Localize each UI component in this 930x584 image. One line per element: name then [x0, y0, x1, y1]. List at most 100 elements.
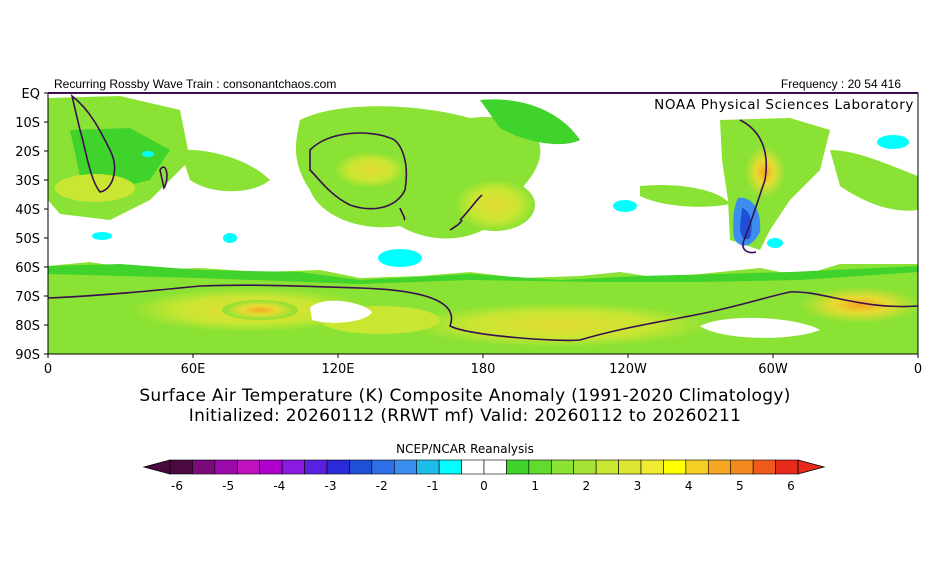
africa-warm: [55, 174, 135, 202]
lon-label: 120E: [321, 362, 354, 377]
colorbar-swatch: [506, 459, 530, 475]
colorbar-swatch: [236, 459, 261, 475]
colorbar-swatch: [483, 459, 507, 475]
cyan-patch-7: [767, 238, 783, 248]
colorbar-tick-label: -4: [273, 479, 285, 493]
colorbar-swatch: [752, 459, 776, 475]
south-america-coast: [739, 119, 767, 254]
colorbar: -6 -5 -4 -3 -2 -1 0 1 2 3 4 5 6: [142, 459, 826, 493]
colorbar-tick-label: 5: [736, 479, 744, 493]
lat-label: 50S: [15, 232, 40, 247]
colorbar-swatch: [393, 459, 418, 475]
colorbar-swatch: [528, 459, 552, 475]
lat-label: 90S: [15, 348, 40, 363]
lat-label: EQ: [22, 87, 40, 102]
lat-label: 70S: [15, 290, 40, 305]
source-label-bg: [622, 95, 916, 113]
patagonia-cold-core: [740, 208, 752, 240]
antarctic-neutral-hole-east: [700, 317, 820, 338]
colorbar-swatch: [192, 459, 216, 475]
lon-label: 60E: [181, 362, 206, 377]
cyan-patch-6: [142, 151, 154, 157]
antarctic-warm-core: [222, 300, 298, 320]
ross-sea-warm: [410, 303, 710, 347]
lat-label: 40S: [15, 203, 40, 218]
colorbar-swatch: [214, 459, 238, 475]
colorbar-swatch: [550, 459, 575, 475]
colorbar-swatch: [573, 459, 597, 475]
colorbar-swatch: [707, 459, 732, 475]
colorbar-tick-label: -5: [222, 479, 234, 493]
australia-coast: [309, 132, 408, 210]
lat-label: 10S: [15, 116, 40, 131]
colorbar-swatch: [371, 459, 395, 475]
colorbar-swatch: [326, 459, 350, 475]
colorbar-swatch: [618, 459, 642, 475]
colorbar-tick-label: -2: [376, 479, 388, 493]
cyan-patch-1: [378, 249, 422, 267]
colorbar-swatch: [349, 459, 373, 475]
colorbar-tick-label: 4: [685, 479, 693, 493]
colorbar-swatch: [416, 459, 440, 475]
colorbar-swatch: [169, 459, 193, 475]
cyan-patch-5: [223, 233, 237, 243]
colorbar-swatch: [259, 459, 283, 475]
colorbar-tick-label: 0: [480, 479, 488, 493]
colorbar-swatch: [438, 459, 462, 475]
indian-ocean-west-green: [180, 149, 270, 192]
source-label: NOAA Physical Sciences Laboratory: [654, 97, 914, 113]
cyan-patch-3: [877, 135, 909, 149]
southern-ocean-edge: [48, 264, 918, 284]
colorbar-swatch: [730, 459, 754, 475]
south-america-warm: [745, 146, 785, 198]
colorbar-swatch: [281, 459, 305, 475]
lon-label: 180: [471, 362, 496, 377]
lat-label: 30S: [15, 174, 40, 189]
colorbar-max-arrow: [797, 459, 826, 475]
antarctica-coast: [48, 284, 918, 342]
pacific-green: [480, 99, 580, 145]
madagascar-coast: [159, 166, 168, 191]
colorbar-swatch: [663, 459, 687, 475]
cyan-patch-4: [92, 232, 112, 240]
africa-coast: [70, 93, 116, 193]
colorbar-min-arrow: [142, 459, 171, 475]
colorbar-tick-label: 1: [531, 479, 539, 493]
longitude-labels: 0 60E 120E 180 120W 60W 0: [44, 354, 922, 377]
australia-warm: [334, 152, 406, 188]
header-left-text: Recurring Rossby Wave Train : consonantc…: [54, 77, 337, 91]
lon-label: 120W: [609, 362, 647, 377]
latitude-labels: EQ 10S 20S 30S 40S 50S 60S 70S 80S 90S: [15, 87, 48, 363]
tasmania-coast: [399, 207, 406, 221]
lat-label: 80S: [15, 319, 40, 334]
map-title-line1: Surface Air Temperature (K) Composite An…: [139, 386, 791, 406]
colorbar-swatch: [461, 459, 485, 475]
pacific-east-green: [640, 184, 730, 207]
colorbar-tick-label: -1: [427, 479, 439, 493]
colorbar-swatch: [595, 459, 619, 475]
colorbar-swatch: [304, 459, 328, 475]
weddell-warm: [800, 287, 918, 323]
colorbar-tick-label: 6: [787, 479, 795, 493]
colorbar-title: NCEP/NCAR Reanalysis: [396, 442, 534, 456]
anomaly-field: [48, 93, 918, 354]
cyan-patch-2: [613, 200, 637, 212]
antarctic-neutral-hole: [310, 300, 372, 323]
colorbar-swatch: [775, 459, 799, 475]
coastlines: [48, 93, 918, 342]
colorbar-swatch: [685, 459, 709, 475]
tasman-warm: [455, 179, 535, 231]
lon-label: 60W: [758, 362, 788, 377]
colorbar-tick-label: -3: [325, 479, 337, 493]
lat-label: 60S: [15, 261, 40, 276]
header-right-text: Frequency : 20 54 416: [780, 77, 901, 91]
lon-label: 0: [914, 362, 922, 377]
south-atlantic-green: [830, 150, 918, 211]
colorbar-tick-label: 2: [583, 479, 591, 493]
lat-label: 20S: [15, 145, 40, 160]
map-title-line2: Initialized: 20260112 (RRWT mf) Valid: 2…: [188, 406, 742, 426]
colorbar-tick-label: 3: [634, 479, 642, 493]
colorbar-tick-label: -6: [171, 479, 183, 493]
